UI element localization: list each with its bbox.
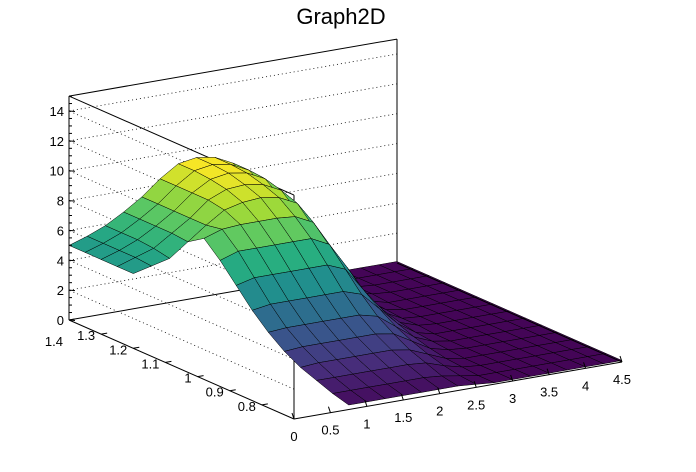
x-tick-label: 2 (436, 404, 443, 419)
z-tick-mark (68, 289, 76, 292)
x-tick-label: 3 (509, 391, 516, 406)
x-tick-mark (546, 368, 550, 375)
x-tick-mark (583, 362, 587, 369)
z-tick-mark (68, 229, 76, 232)
x-tick-label: 3.5 (540, 385, 558, 400)
frame-edge (396, 262, 623, 363)
chart-title: Graph2D (296, 4, 385, 29)
z-tick-label: 12 (50, 134, 64, 149)
x-tick-label: 0 (290, 429, 297, 444)
z-tick-label: 0 (57, 313, 64, 328)
z-tick-mark (68, 259, 76, 262)
surface-patch (586, 353, 623, 364)
y-tick-mark (101, 332, 108, 335)
y-tick-mark (133, 346, 140, 349)
frame-edge (293, 361, 623, 420)
z-tick-mark (68, 200, 76, 202)
x-tick-mark (291, 412, 295, 420)
y-tick-mark (165, 360, 172, 363)
y-tick-mark (261, 403, 268, 406)
z-gridline (68, 289, 295, 390)
x-tick-label: 2.5 (467, 397, 485, 412)
z-axis-ticks: 0 2 4 6 8 10 12 14 (50, 95, 76, 328)
z-gridline (68, 53, 398, 112)
z-tick-label: 6 (57, 223, 64, 238)
z-tick-label: 8 (57, 194, 64, 209)
x-tick-label: 1.5 (394, 410, 412, 425)
y-tick-label: 1.1 (141, 356, 159, 371)
x-tick-mark (473, 381, 477, 388)
x-tick-label: 1 (363, 416, 370, 431)
x-tick-mark (510, 374, 514, 382)
z-gridline (68, 259, 295, 360)
chart-frame-front (293, 262, 623, 420)
z-tick-label: 10 (50, 164, 64, 179)
z-tick-mark (68, 170, 76, 172)
x-tick-mark (327, 406, 331, 413)
y-tick-mark (229, 389, 236, 392)
y-tick-mark (197, 375, 204, 378)
y-tick-mark (68, 318, 76, 321)
z-tick-mark (68, 140, 76, 142)
x-tick-mark (364, 400, 368, 407)
y-tick-label: 0.8 (238, 399, 256, 414)
z-tick-label: 14 (50, 104, 64, 119)
x-tick-label: 4 (582, 378, 589, 393)
z-tick-label: 4 (57, 253, 64, 268)
x-tick-label: 4.5 (613, 372, 631, 387)
y-tick-label: 1.2 (109, 342, 127, 357)
x-axis-ticks: 0 0.5 1 1.5 2 2.5 3 3.5 4 4.5 (290, 355, 631, 444)
frame-edge (68, 38, 398, 97)
frame-edge (68, 319, 295, 420)
surface-plot (68, 157, 623, 406)
z-tick-mark (68, 110, 76, 112)
y-tick-label: 1.4 (45, 334, 63, 349)
x-tick-mark (619, 355, 623, 363)
y-tick-label: 1.3 (77, 328, 95, 343)
x-tick-mark (437, 387, 441, 394)
y-tick-label: 1 (184, 371, 191, 386)
z-tick-label: 2 (57, 283, 64, 298)
x-tick-mark (400, 393, 404, 401)
y-axis-ticks: 0.8 0.9 1 1.1 1.2 1.3 1.4 (45, 318, 268, 414)
x-tick-label: 0.5 (321, 423, 339, 438)
y-tick-label: 0.9 (206, 385, 224, 400)
